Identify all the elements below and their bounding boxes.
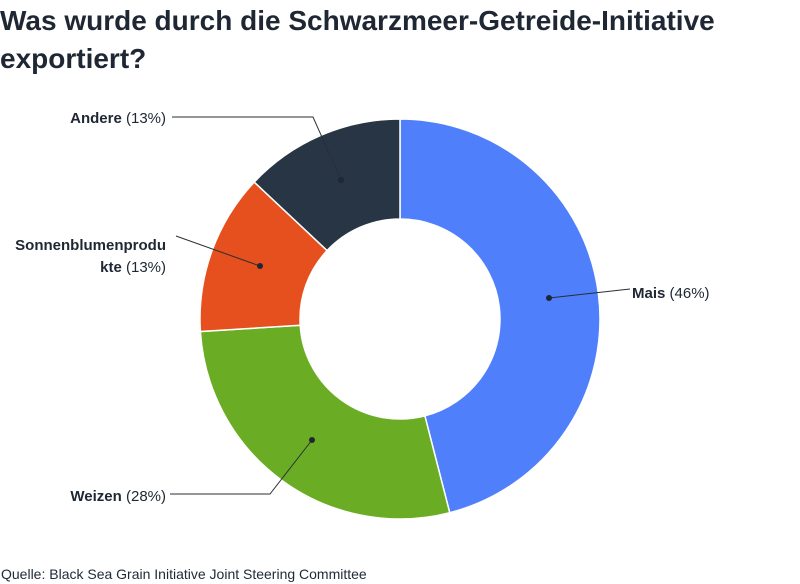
chart-title: Was wurde durch die Schwarzmeer-Getreide…: [0, 5, 715, 74]
leader-dot-weizen: [309, 437, 315, 443]
label-leaders: [170, 116, 631, 495]
leader-line-mais: [548, 288, 631, 299]
leader-dot-sonnenblumenprodukte: [257, 263, 263, 269]
label-mais: Mais (46%): [632, 285, 710, 302]
slice-labels: Mais (46%) Weizen (28%) Sonnenblumenprodu k…: [15, 110, 709, 505]
leader-dot-mais: [546, 295, 552, 301]
label-weizen: Weizen (28%): [70, 488, 166, 505]
label-andere: Andere (13%): [70, 110, 166, 127]
label-sonnenblumenprodukte: Sonnenblumenprodu kte (13%): [15, 237, 166, 276]
slice-weizen: [199, 324, 451, 520]
donut-slices: [199, 118, 601, 520]
leader-dot-andere: [338, 177, 344, 183]
leader-line-weizen: [170, 439, 313, 495]
leader-line-sonnenblumenprodukte: [175, 235, 261, 267]
source-note: Quelle: Black Sea Grain Initiative Joint…: [1, 566, 367, 582]
leader-line-andere: [172, 116, 342, 181]
slice-andere: [253, 118, 401, 252]
slice-mais: [399, 118, 601, 514]
